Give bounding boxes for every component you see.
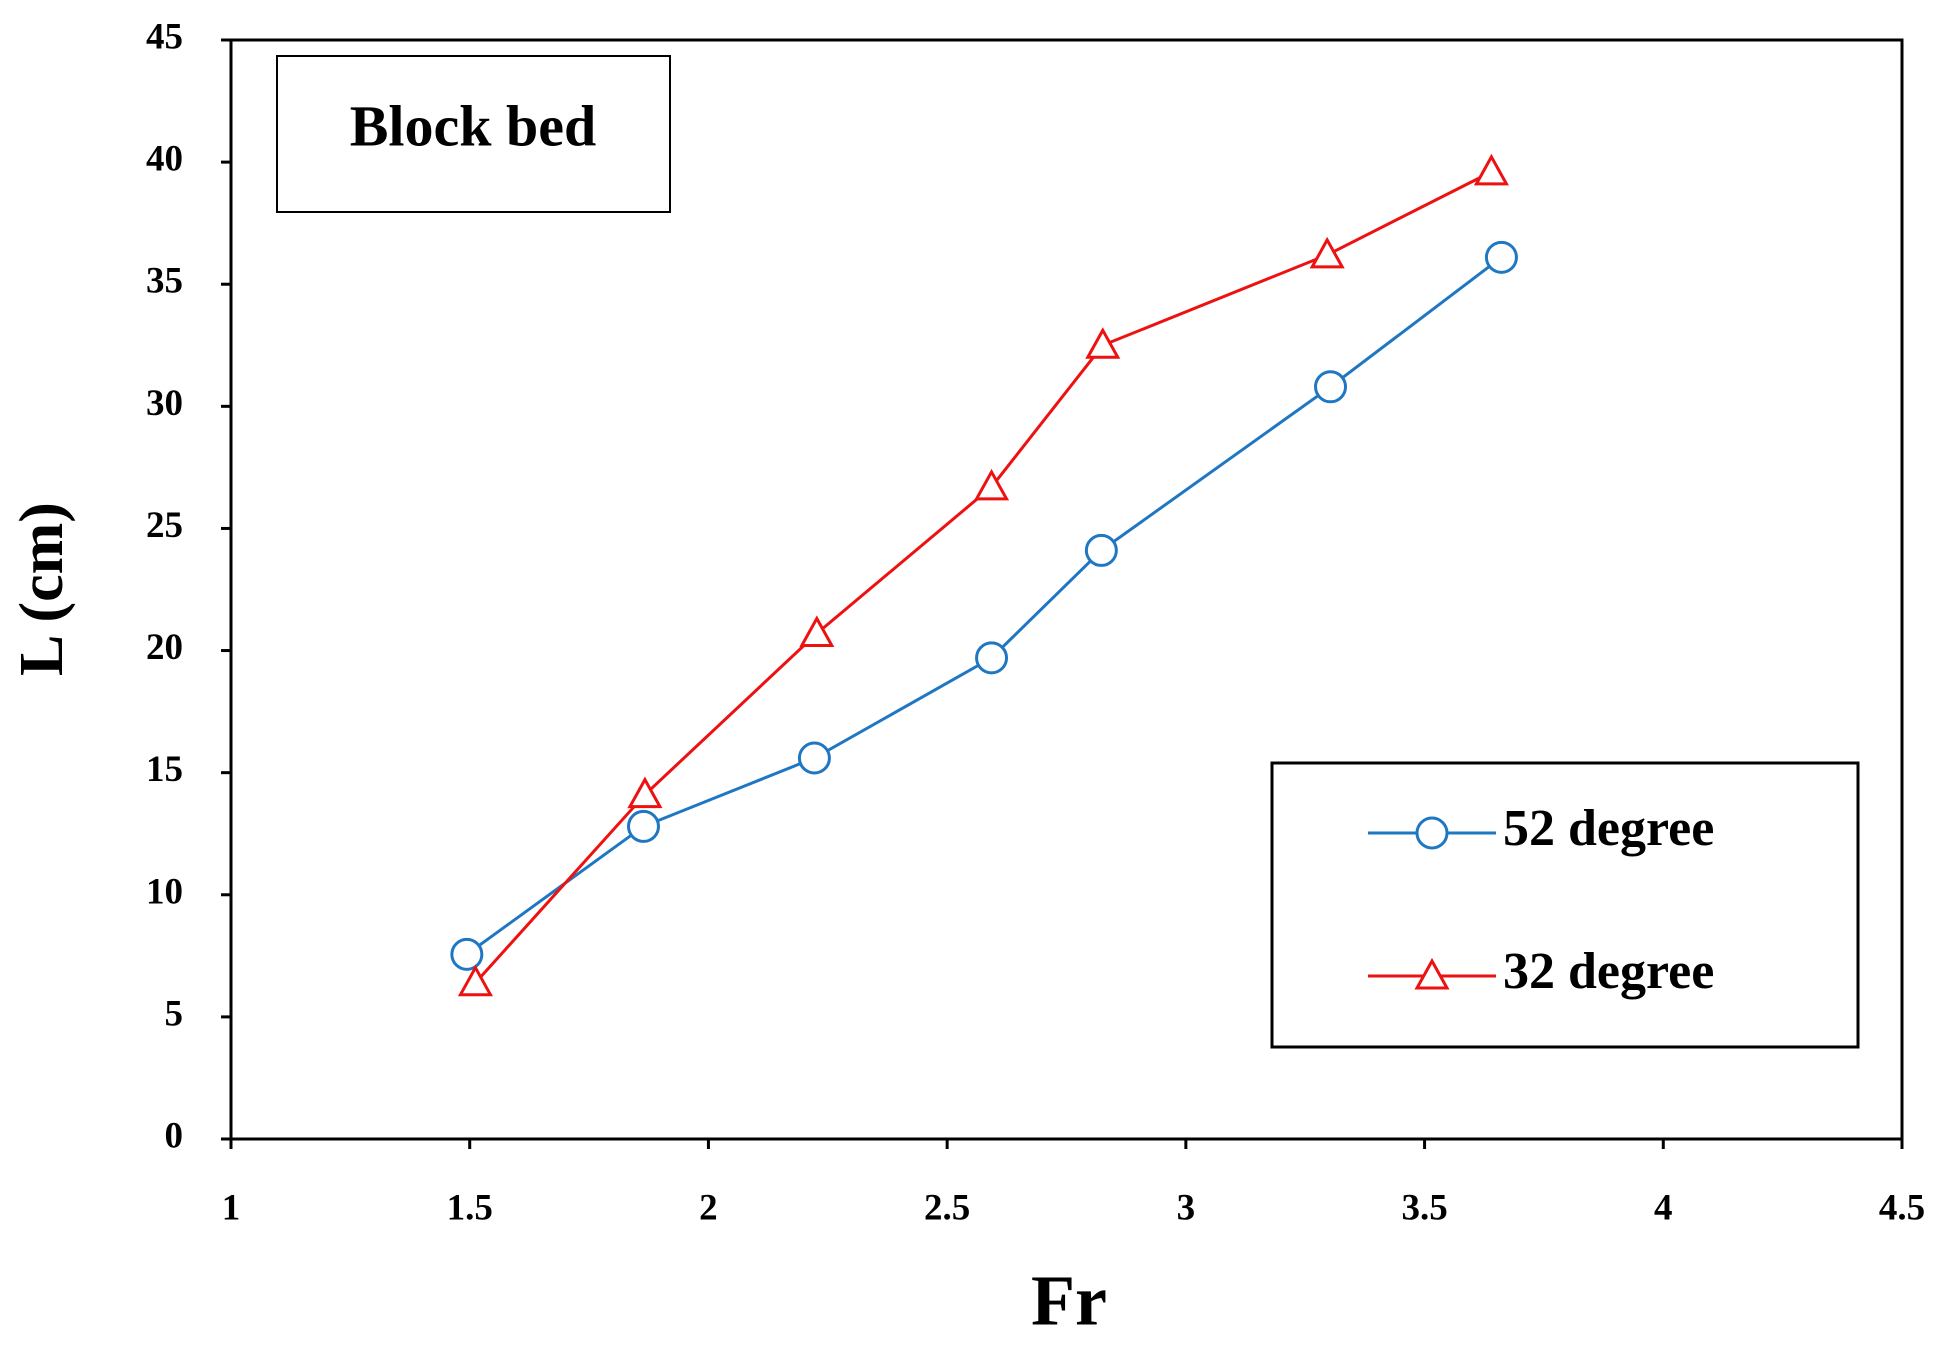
data-point: [457, 964, 493, 997]
legend-marker: [1415, 816, 1449, 850]
annotation-box: [276, 55, 671, 213]
y-tick-label: 45: [146, 16, 183, 57]
data-point: [799, 615, 835, 647]
x-tick-label: 2: [699, 1187, 718, 1228]
y-axis-label: L (cm): [8, 502, 76, 676]
legend-box: [1270, 761, 1860, 1049]
data-point: [1084, 533, 1118, 567]
y-tick-label: 25: [146, 505, 183, 546]
data-point: [975, 641, 1009, 675]
x-tick-label: 1: [222, 1187, 241, 1228]
y-tick-label: 10: [146, 871, 183, 912]
data-point: [1473, 153, 1509, 186]
legend-marker: [1414, 957, 1450, 990]
y-tick-label: 30: [146, 383, 183, 424]
legend-label: 32 degree: [1503, 943, 1714, 1000]
data-point: [1484, 240, 1518, 274]
x-tick-label: 2.5: [924, 1187, 970, 1228]
x-tick-label: 4: [1654, 1187, 1673, 1228]
data-point: [1085, 327, 1121, 359]
x-tick-label: 1.5: [447, 1187, 493, 1228]
x-tick-label: 4.5: [1879, 1187, 1925, 1228]
y-tick-label: 35: [146, 261, 183, 302]
y-tick-label: 0: [165, 1115, 184, 1156]
x-tick-label: 3: [1177, 1187, 1196, 1228]
x-tick-label: 3.5: [1401, 1187, 1447, 1228]
data-point: [1314, 370, 1348, 404]
legend-label: 52 degree: [1503, 800, 1714, 857]
data-point: [973, 468, 1010, 501]
y-tick-label: 5: [165, 993, 184, 1034]
x-axis-label: Fr: [1031, 1261, 1107, 1341]
y-tick-label: 40: [146, 139, 183, 180]
plot-frame: [229, 38, 1904, 1141]
data-point: [450, 937, 484, 971]
data-point: [1309, 236, 1345, 269]
annotation: Block bed: [350, 93, 597, 158]
y-tick-label: 15: [146, 749, 183, 790]
y-tick-label: 20: [146, 627, 183, 668]
data-point: [627, 776, 663, 809]
data-point: [797, 741, 831, 775]
data-point: [626, 809, 660, 843]
